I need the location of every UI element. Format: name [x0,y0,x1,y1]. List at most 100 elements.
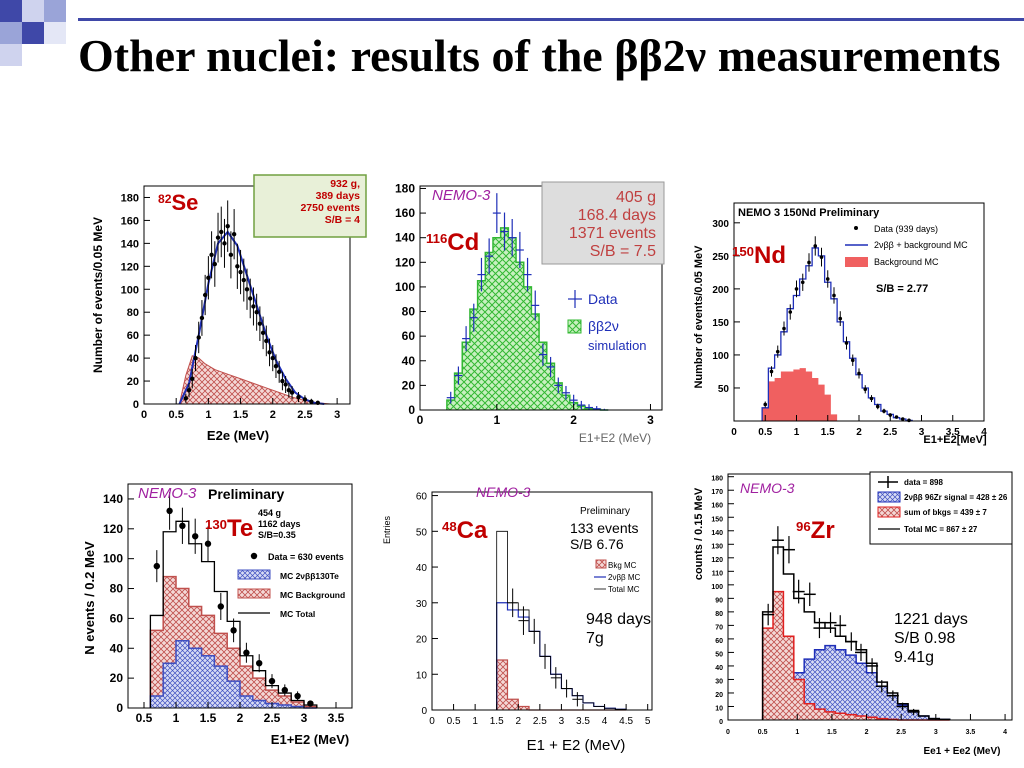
x-tick-label: 2.5 [883,427,897,438]
total-mc-histogram [761,546,951,721]
data-point [283,382,288,387]
data-point [241,277,246,283]
data-point [296,394,301,400]
info-line: 1221 days [894,611,968,628]
x-axis-label: E1+E2 (MeV) [579,431,651,445]
y-tick-label: 20 [402,378,416,392]
y-tick-label: 50 [416,527,428,538]
plot-frame [143,185,351,405]
data-point [192,533,199,540]
x-tick-label: 5 [645,716,651,727]
data-point [276,369,282,375]
y-tick-label: 140 [395,231,415,245]
info-line: S/B 6.76 [570,536,624,552]
y-tick-label: 150 [712,318,729,329]
info-box [541,181,665,265]
data-point [273,363,279,369]
x-tick-label: 1 [794,427,800,438]
nemo-label: NEMO-3 [740,480,795,496]
simulation-histogram [446,227,609,411]
y-tick-label: 20 [416,635,428,646]
x-tick-label: 1.5 [233,409,248,421]
chart-te130: 0.5 1 1.5 2 2.5 3 3.5 0 20 40 60 80 100 120 140 E1+E2 (… [82,483,353,747]
y-tick-label: 0 [408,403,415,417]
x-tick-label: 2 [237,711,244,725]
legend-data-marker [250,552,258,560]
x-tick-label: 4 [981,427,987,438]
data-point [268,677,276,685]
y-tick-label: 130 [711,543,723,550]
x-tick-label: 0 [731,427,737,438]
x-tick-label: 2.5 [297,409,312,421]
data-point [294,692,301,700]
background-histogram [762,368,913,421]
data-point [228,252,234,258]
data-point [907,418,911,423]
data-point [788,310,793,314]
x-tick-label: 2 [570,413,577,427]
nucleus-label: 82Se [158,190,198,215]
nucleus-label: 116Cd [426,229,479,256]
decor-square-2 [22,0,44,22]
y-tick-label: 0 [719,719,723,726]
y-tick-label: 100 [121,284,139,296]
x-tick-label: 0 [417,413,424,427]
x-tick-label: 2.5 [264,711,281,725]
data-point [251,304,256,309]
data-point [307,700,314,707]
x-tick-label: 0 [726,729,730,736]
x-tick-label: 2.5 [533,716,547,727]
y-tick-label: 150 [711,516,723,523]
y-axis-label: N events / 0.2 MeV [82,541,97,655]
y-tick-label: 120 [395,255,415,269]
legend-bkg-swatch [595,559,607,569]
x-tick-label: 3 [334,409,340,421]
x-axis-label: E2e (MeV) [207,428,269,443]
data-point [807,260,811,265]
legend-signal-label: MC 2νββ130Te [280,571,339,581]
y-tick-label: 300 [712,219,729,230]
x-tick-label: 0.5 [136,711,153,725]
y-tick-label: 120 [121,261,139,273]
legend-bkg-swatch [845,257,868,267]
y-tick-label: 60 [127,330,139,342]
info-line: 932 g, [330,178,360,190]
x-tick-label: 1.5 [827,729,837,736]
data-point [309,399,314,404]
y-tick-label: 40 [127,353,139,365]
data-point [819,255,824,259]
data-point [215,235,221,240]
data-point [769,369,774,374]
x-tick-label: 1.5 [490,716,504,727]
y-tick-label: 60 [715,638,723,645]
data-point [231,231,237,237]
nucleus-label: 130Te [205,515,253,542]
data-point [257,321,263,326]
info-line: 405 g [616,189,656,206]
data-point [813,244,818,248]
x-axis-label: E1+E2 (MeV) [271,732,349,747]
x-tick-label: 3 [559,716,565,727]
y-tick-label: 100 [103,552,123,566]
x-tick-label: 2.5 [896,729,906,736]
legend-total-label: MC Total [280,609,315,619]
nucleus-label: 96Zr [796,517,835,544]
x-tick-label: 3.5 [576,716,590,727]
data-point [183,396,189,401]
legend-data-label: Data = 630 events [268,552,344,562]
chart-header: Preliminary [580,506,630,517]
info-line: 389 days [316,190,361,202]
x-axis-label: E1+E2[MeV] [923,434,987,446]
y-tick-label: 120 [103,522,123,536]
data-point [219,229,224,235]
info-line: 168.4 days [578,207,656,224]
chart-header: Preliminary [208,486,284,502]
data-point [193,355,198,361]
info-line: S/B 0.98 [894,630,955,647]
chart-cd116: 0 1 2 3 0 20 40 60 80 100 120 140 160 180 E1+E2 (MeV) N… [395,181,665,445]
data-point [782,326,786,331]
decor-square-3 [44,0,66,22]
nemo-label: NEMO-3 [476,484,531,500]
info-line: 9.41g [894,649,934,666]
x-tick-label: 0.5 [758,729,768,736]
